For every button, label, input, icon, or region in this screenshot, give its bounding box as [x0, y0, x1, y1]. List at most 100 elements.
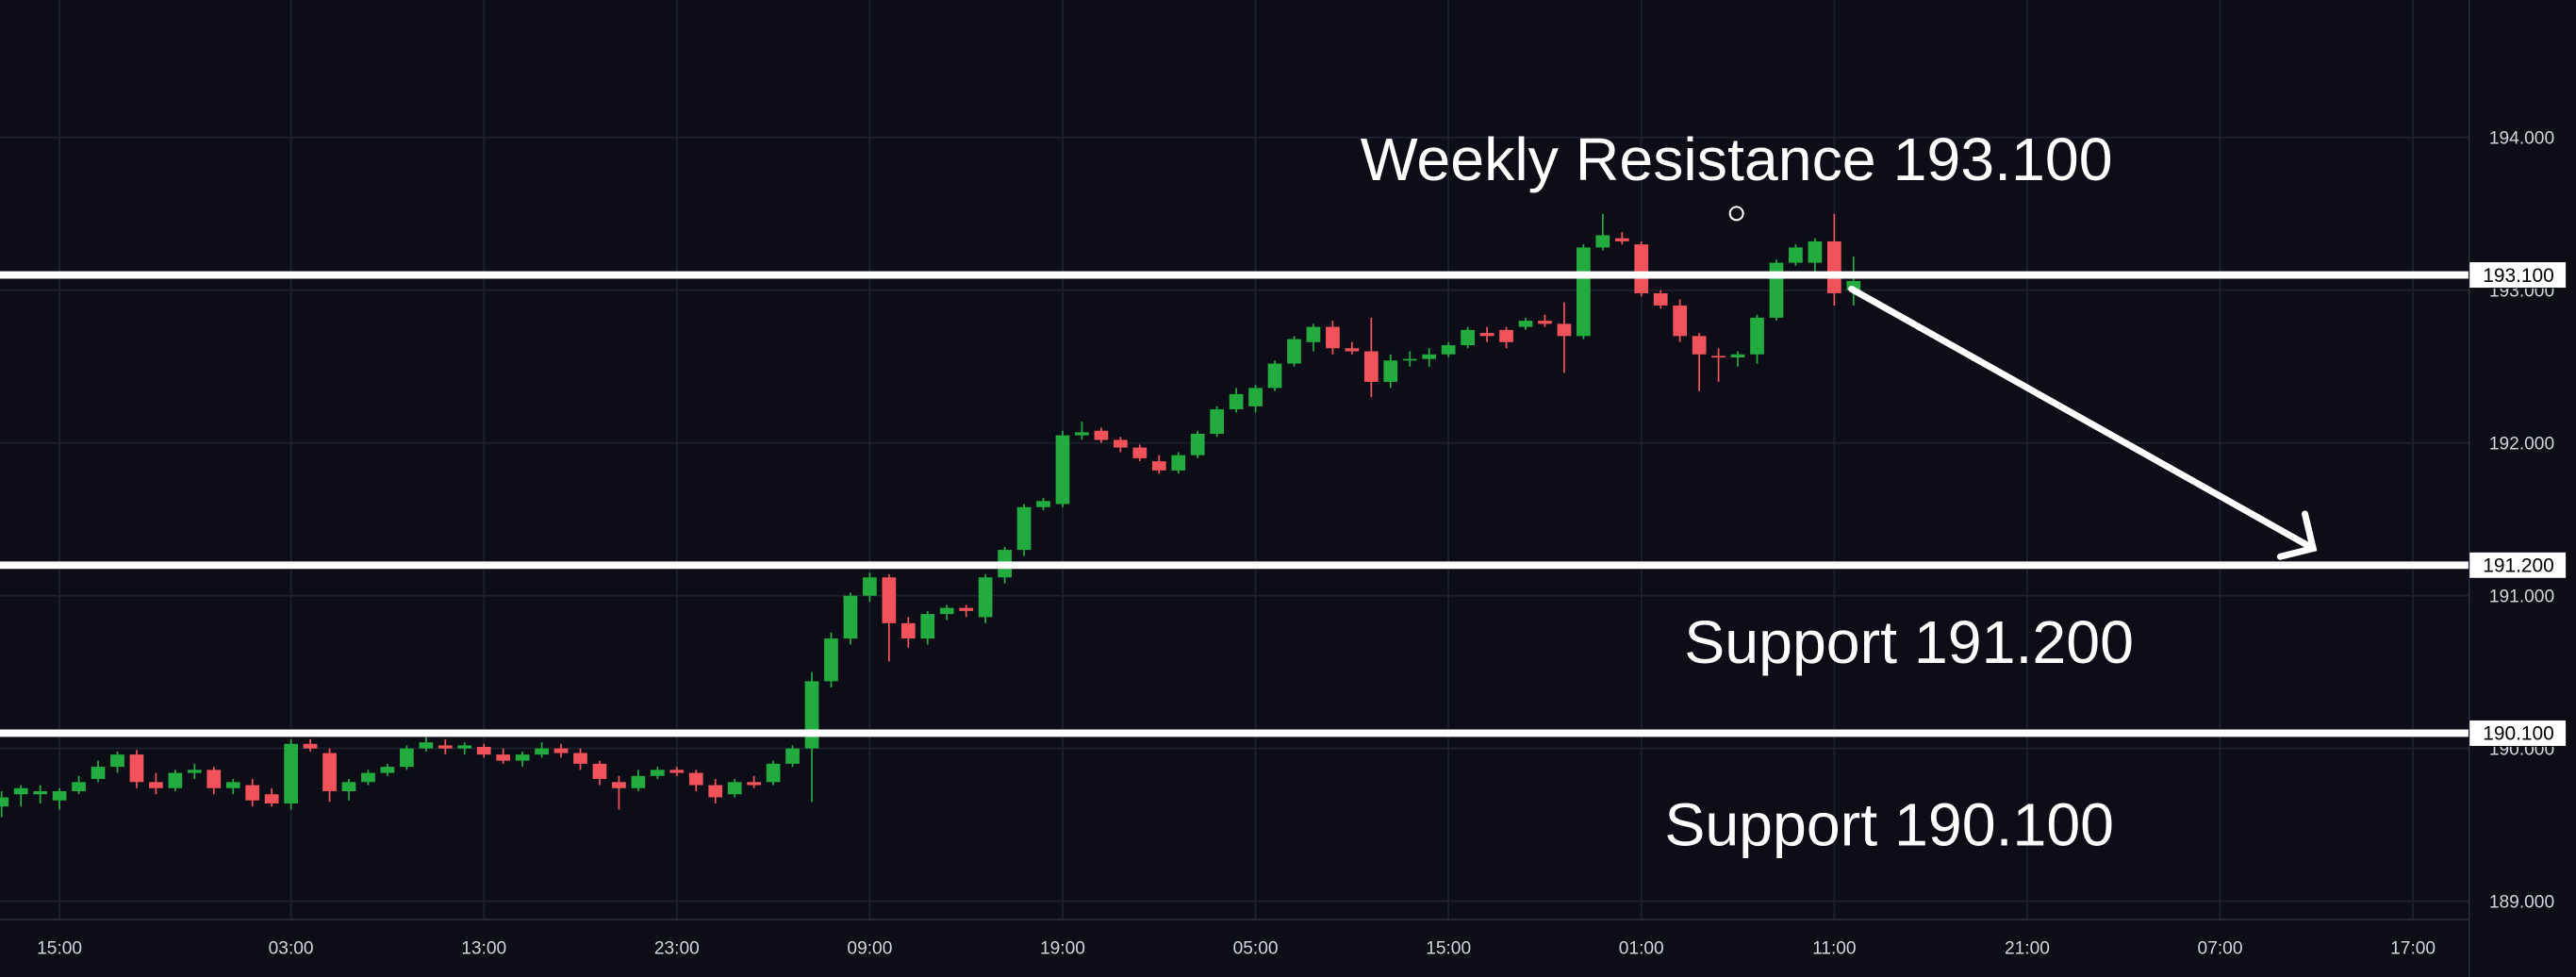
level-tag [2469, 551, 2567, 579]
x-tick-label: 21:00 [2005, 938, 2050, 958]
candle-body [1363, 351, 1379, 382]
candle-body [1402, 358, 1417, 361]
candle-body [1653, 292, 1668, 306]
candles [0, 213, 1861, 818]
x-tick-label: 15:00 [37, 938, 82, 958]
candle-body [1538, 321, 1552, 324]
candle-body [1287, 339, 1301, 364]
candle-body [341, 782, 356, 792]
candle-body [959, 607, 974, 611]
candle-body [1055, 435, 1070, 505]
candle-body [1094, 430, 1109, 440]
candle-body [1016, 506, 1032, 551]
candle-body [1577, 247, 1591, 337]
candle-body [1461, 329, 1475, 346]
grid [0, 0, 2469, 920]
x-tick-label: 19:00 [1040, 938, 1085, 958]
candle-body [939, 607, 954, 615]
candle-body [1614, 238, 1629, 241]
candle-body [863, 577, 877, 596]
candle-body [1769, 262, 1784, 318]
x-tick-label: 17:00 [2390, 938, 2436, 958]
candle-body [496, 754, 511, 761]
candle-body [1306, 326, 1321, 342]
candle-body [91, 767, 106, 780]
candle-body [1345, 348, 1360, 352]
candle-body [206, 770, 222, 788]
arrow [1848, 285, 2318, 560]
candle-body [535, 748, 549, 755]
candle-body [225, 782, 240, 788]
candle-body [438, 745, 453, 749]
candle-body [1248, 388, 1263, 406]
arrow-shaft [1848, 285, 2317, 553]
candle-body [187, 770, 202, 773]
x-tick-label: 07:00 [2198, 938, 2243, 958]
candle-body [824, 638, 838, 682]
candle-body [1326, 326, 1340, 349]
candle-body [1826, 240, 1841, 293]
candle-body [419, 742, 434, 749]
candle-body [1750, 317, 1764, 355]
x-tick-label: 13:00 [461, 938, 506, 958]
candle-body [843, 595, 858, 639]
candle-body [1808, 240, 1823, 263]
candle-body [264, 794, 279, 803]
candle-body [747, 782, 762, 786]
candle-body [573, 753, 587, 764]
y-tick-label: 194.000 [2489, 129, 2554, 149]
level-tag-label: 193.100 [2483, 265, 2554, 287]
candle-body [650, 770, 665, 776]
candle-body [303, 743, 318, 749]
candle-body [882, 577, 897, 623]
candle-body [688, 772, 703, 786]
candle-body [13, 787, 28, 795]
level-tag [2469, 261, 2567, 289]
level-annotation: Weekly Resistance 193.100 [1361, 125, 2113, 193]
candle-body [33, 791, 48, 795]
candle-body [1229, 393, 1244, 410]
candle-body [1441, 345, 1456, 355]
candle-body [785, 748, 800, 764]
y-tick-label: 189.000 [2489, 892, 2554, 912]
candle-body [457, 745, 472, 749]
candle-body [1075, 432, 1089, 436]
candle-body [1499, 329, 1513, 342]
candle-body [400, 748, 414, 768]
candle-body [1422, 354, 1437, 359]
candle-body [1113, 439, 1128, 448]
candle-body [1171, 455, 1186, 471]
candle-body [515, 754, 530, 761]
candle-body [553, 748, 569, 753]
level-tag [2469, 720, 2567, 747]
candle-body [1789, 247, 1803, 263]
candle-body [1634, 244, 1649, 293]
candle-body [284, 743, 298, 803]
y-tick-label: 191.000 [2489, 587, 2554, 606]
candle-body [380, 767, 395, 773]
candle-body [920, 614, 935, 639]
candle-body [168, 772, 183, 788]
candle-body [978, 577, 993, 618]
y-tick-label: 192.000 [2489, 435, 2554, 455]
candle-body [766, 763, 781, 783]
candle-body [245, 785, 260, 801]
axes: 189.000190.000191.000192.000193.000194.0… [37, 129, 2567, 958]
candle-body [129, 754, 144, 783]
candle-body [110, 754, 124, 768]
candle-body [1267, 363, 1282, 389]
candle-body [1210, 409, 1225, 434]
x-tick-label: 01:00 [1619, 938, 1664, 958]
level-tag-label: 190.100 [2483, 723, 2554, 745]
candle-body [804, 681, 819, 749]
candle-body [1479, 333, 1494, 337]
candle-body [476, 747, 491, 755]
candle-body [708, 785, 723, 798]
candle-body [900, 622, 916, 639]
level-annotation: Support 190.100 [1664, 790, 2114, 858]
candle-body [361, 772, 375, 783]
candle-body [1595, 235, 1610, 248]
